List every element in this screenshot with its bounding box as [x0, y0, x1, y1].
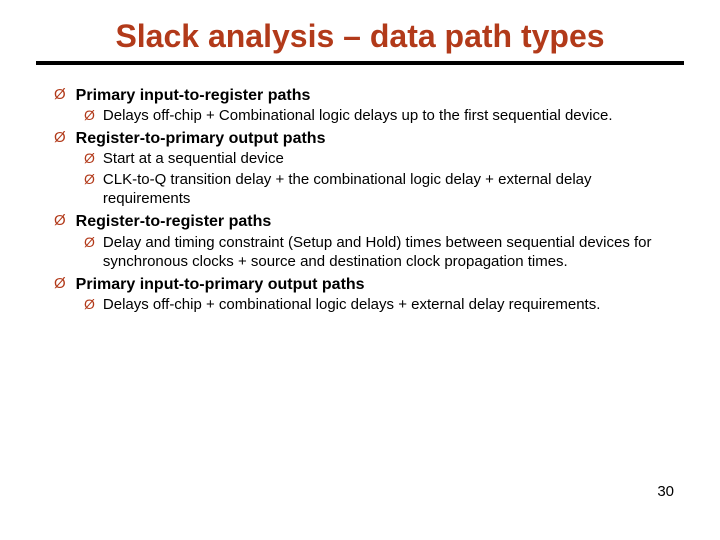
sub-list-item: Ø Delays off-chip + combinational logic d…	[84, 295, 674, 315]
arrow-bullet-icon: Ø	[54, 211, 66, 231]
arrow-bullet-icon: Ø	[84, 295, 95, 313]
slide-title: Slack analysis – data path types	[36, 18, 684, 55]
list-item-row: Ø Register-to-register paths	[54, 211, 674, 233]
sub-list-item-text: CLK-to-Q transition delay + the combinat…	[103, 170, 674, 209]
arrow-bullet-icon: Ø	[84, 149, 95, 167]
list-item-label: Register-to-register paths	[76, 211, 272, 233]
list-item: ØRegister-to-primary output pathsØStart …	[54, 128, 674, 209]
arrow-bullet-icon: Ø	[84, 233, 95, 251]
sub-list: Ø Delays off-chip + combinational logic d…	[54, 295, 674, 315]
sub-list-item-text: Start at a sequential device	[103, 149, 284, 169]
page-number: 30	[657, 483, 674, 500]
sub-list-item-text: Delay and timing constraint (Setup and H…	[103, 233, 674, 272]
sub-list-item: Ø Start at a sequential device	[84, 149, 674, 169]
sub-list: Ø Delays off-chip + Combinational logic d…	[54, 106, 674, 126]
list-item-row: Ø Primary input-to-register paths	[54, 85, 674, 107]
list-item-label: Register-to-primary output paths	[76, 128, 326, 150]
list-item-label: Primary input-to-register paths	[76, 85, 311, 107]
content-area: ØPrimary input-to-register pathsØDelays …	[36, 85, 684, 315]
sub-list-item: Ø Delays off-chip + Combinational logic d…	[84, 106, 674, 126]
sub-list-item-text: Delays off-chip + Combinational logic de…	[103, 106, 613, 126]
list-item-row: Ø Register-to-primary output paths	[54, 128, 674, 150]
list-item: ØPrimary input-to-primary output pathsØD…	[54, 274, 674, 315]
slide-container: Slack analysis – data path types ØPrimar…	[0, 0, 720, 540]
arrow-bullet-icon: Ø	[84, 170, 95, 188]
sub-list: Ø Start at a sequential device Ø CLK-to-Q t…	[54, 149, 674, 209]
list-item: ØPrimary input-to-register pathsØDelays …	[54, 85, 674, 126]
sub-list-item: Ø Delay and timing constraint (Setup and …	[84, 233, 674, 272]
sub-list-item: Ø CLK-to-Q transition delay + the combina…	[84, 170, 674, 209]
arrow-bullet-icon: Ø	[54, 128, 66, 148]
arrow-bullet-icon: Ø	[84, 106, 95, 124]
list-item-row: Ø Primary input-to-primary output paths	[54, 274, 674, 296]
arrow-bullet-icon: Ø	[54, 274, 66, 294]
sub-list-item-text: Delays off-chip + combinational logic de…	[103, 295, 601, 315]
title-text: Slack analysis – data path types	[115, 18, 604, 54]
bullet-list: ØPrimary input-to-register pathsØDelays …	[54, 85, 674, 315]
arrow-bullet-icon: Ø	[54, 85, 66, 105]
list-item-label: Primary input-to-primary output paths	[76, 274, 365, 296]
title-underline	[36, 61, 684, 65]
sub-list: Ø Delay and timing constraint (Setup and …	[54, 233, 674, 272]
list-item: ØRegister-to-register pathsØDelay and ti…	[54, 211, 674, 272]
